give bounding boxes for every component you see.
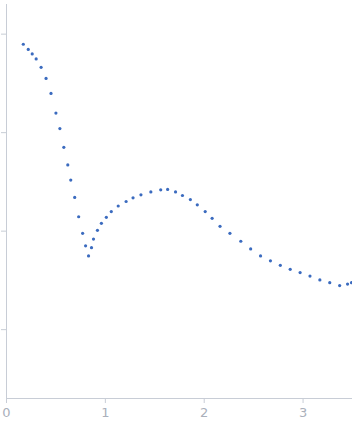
svg-text:2: 2 <box>200 405 208 420</box>
svg-text:0: 0 <box>2 405 10 420</box>
svg-text:3: 3 <box>299 405 307 420</box>
svg-text:1: 1 <box>101 405 109 420</box>
